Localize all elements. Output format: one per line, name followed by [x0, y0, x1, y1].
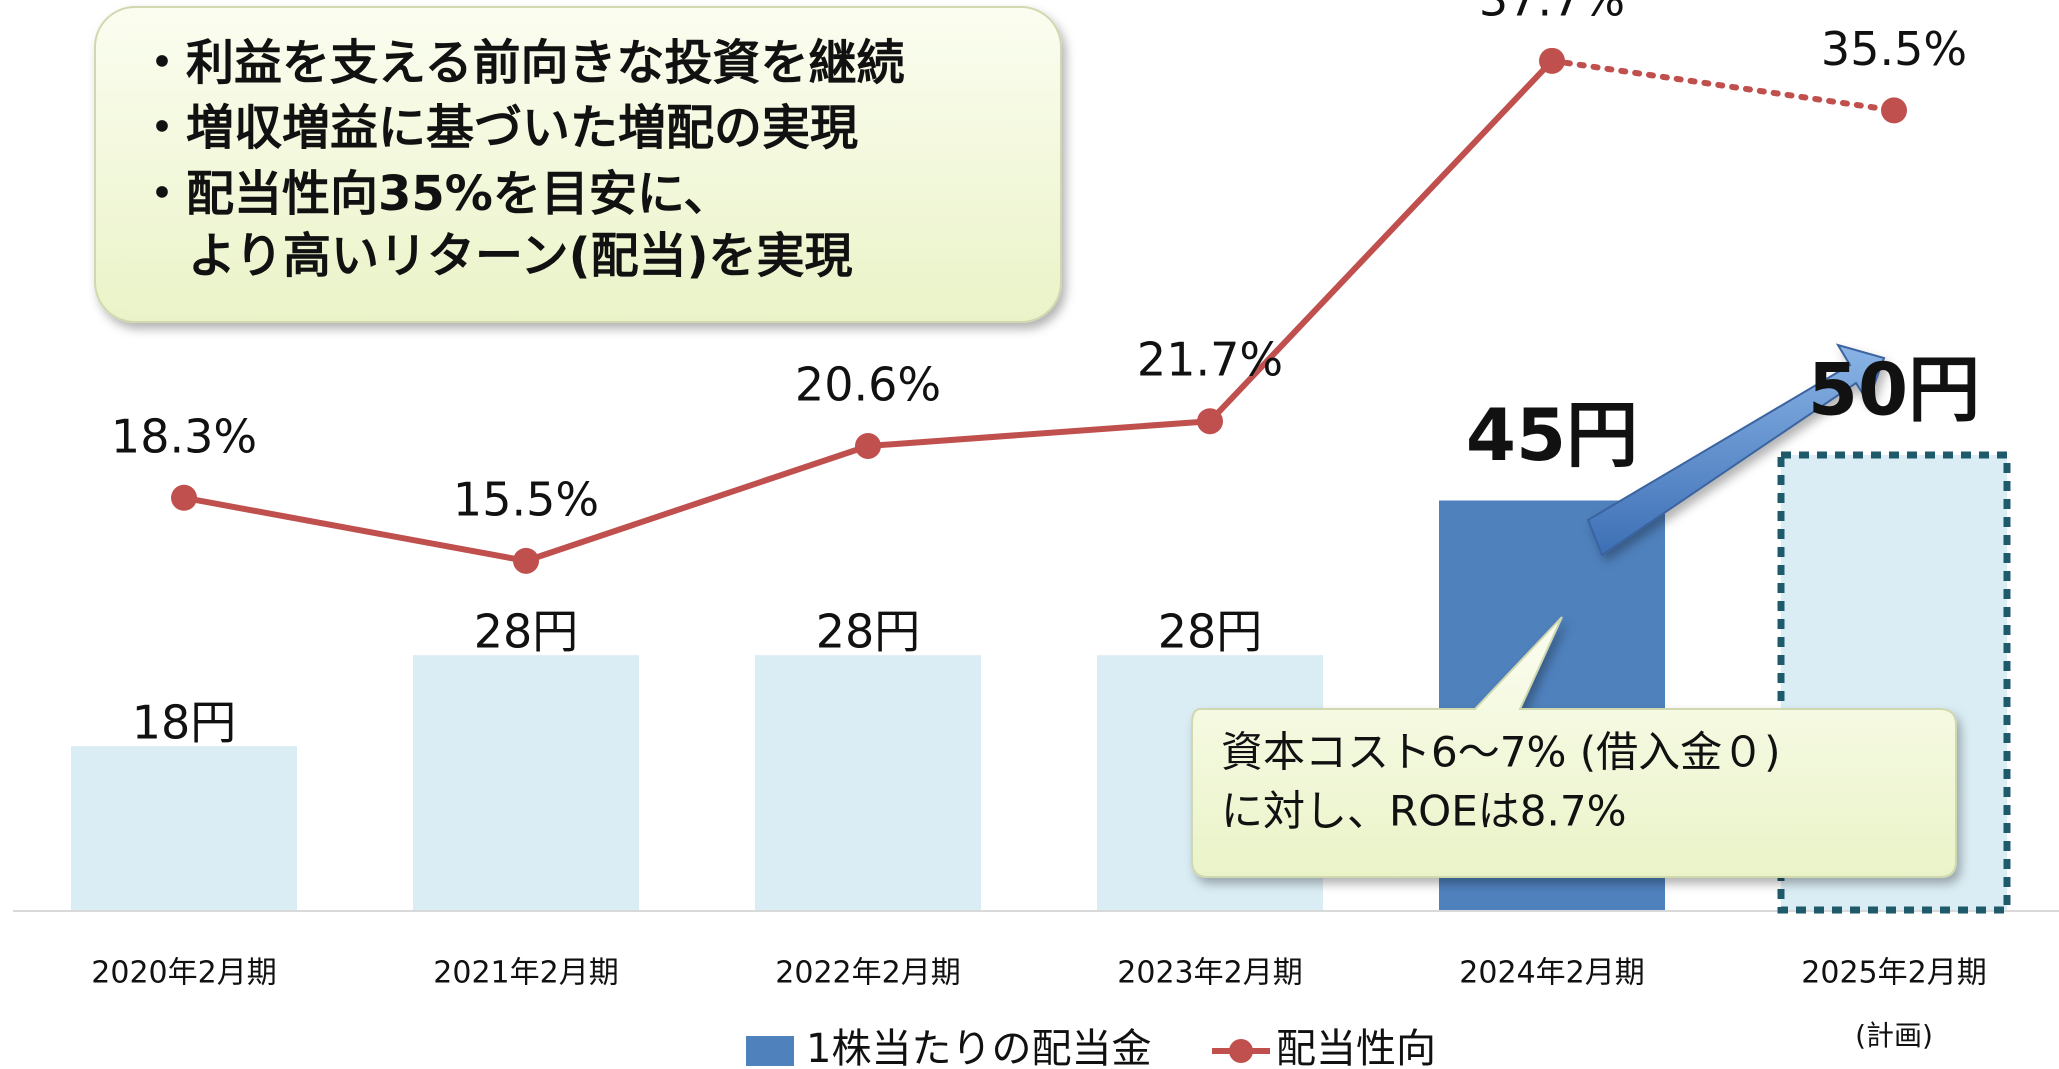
bar: [71, 746, 297, 910]
bar-label: 45円: [1466, 393, 1638, 477]
x-tick-label: 2021年2月期: [433, 956, 618, 991]
bar: [413, 655, 639, 910]
line-point: [1197, 408, 1223, 435]
bar-label: 50円: [1808, 348, 1980, 432]
summary-text: ・配当性向35%を目安に、: [138, 166, 731, 222]
x-tick-note: (計画): [1855, 1019, 1933, 1052]
x-tick-label: 2025年2月期: [1801, 956, 1986, 991]
line-label: 21.7%: [1137, 333, 1283, 387]
summary-text: より高いリターン(配当)を実現: [188, 228, 853, 284]
bar-label: 28円: [1158, 605, 1263, 659]
line-projection: [1549, 57, 1897, 114]
line-label: 37.7%: [1479, 0, 1625, 26]
line-point: [1539, 47, 1565, 74]
x-tick-label: 2022年2月期: [775, 956, 960, 991]
line-label: 20.6%: [795, 357, 941, 411]
callout: [1191, 616, 1957, 878]
legend: 1株当たりの配当金 配当性向: [746, 1026, 1436, 1069]
line-point: [855, 432, 881, 459]
legend-swatch: [1229, 1039, 1253, 1063]
bar-label: 28円: [816, 605, 921, 659]
arrow: [1586, 343, 1886, 557]
line-series: 18.3% 15.5% 20.6% 21.7% 37.7% 35.5%: [111, 0, 1967, 574]
legend-label: 配当性向: [1276, 1026, 1436, 1069]
line-point: [513, 547, 539, 574]
callout-text: に対し、ROEは8.7%: [1221, 787, 1626, 836]
line-label: 35.5%: [1821, 22, 1967, 76]
line-label: 18.3%: [111, 409, 257, 463]
x-tick-label: 2024年2月期: [1459, 956, 1644, 991]
bar-label: 28円: [474, 605, 579, 659]
summary-text: ・増収増益に基づいた増配の実現: [138, 100, 858, 156]
bar-label: 18円: [132, 696, 237, 750]
summary-box: [94, 6, 1062, 323]
legend-label: 1株当たりの配当金: [806, 1026, 1151, 1069]
callout-text: 資本コスト6～7% (借入金０): [1221, 728, 1780, 777]
bar: [755, 655, 981, 910]
x-tick-label: 2020年2月期: [91, 956, 276, 991]
line-point: [1881, 97, 1907, 124]
legend-swatch: [746, 1036, 794, 1066]
x-tick-label: 2023年2月期: [1117, 956, 1302, 991]
summary-text: ・利益を支える前向きな投資を継続: [138, 35, 905, 91]
line-label: 15.5%: [453, 472, 599, 526]
line-point: [171, 484, 197, 511]
